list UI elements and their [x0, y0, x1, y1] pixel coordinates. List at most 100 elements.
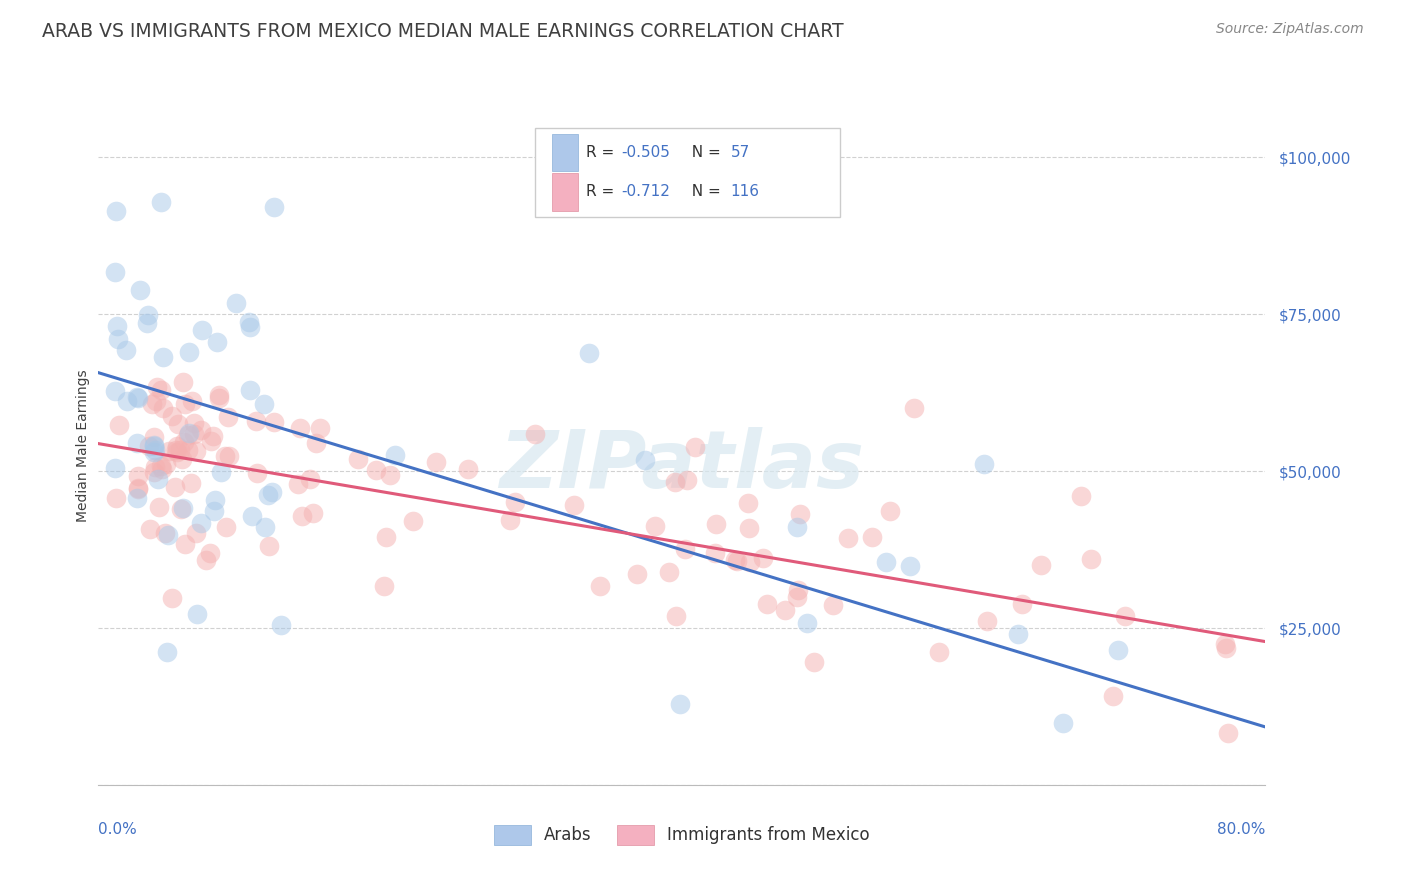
Point [152, 350, 174, 364]
Point [136, 308, 159, 322]
Point [127, 435, 149, 450]
Point [402, 515, 425, 529]
Point [803, 655, 825, 669]
Point [257, 539, 280, 553]
Point [246, 466, 269, 480]
Point [208, 388, 231, 402]
Point [786, 520, 808, 534]
Point [245, 414, 267, 428]
Text: 80.0%: 80.0% [1218, 822, 1265, 838]
Point [738, 555, 761, 569]
Point [928, 645, 950, 659]
Point [141, 397, 163, 411]
Point [676, 473, 699, 487]
Point [384, 448, 406, 462]
Point [190, 423, 212, 437]
Point [169, 443, 191, 458]
Point [138, 523, 160, 537]
Point [211, 465, 233, 479]
Point [125, 390, 148, 404]
Point [1011, 597, 1033, 611]
Point [166, 417, 188, 431]
Point [589, 579, 612, 593]
Point [238, 315, 260, 329]
Point [148, 500, 170, 515]
Point [165, 442, 187, 457]
Point [166, 445, 188, 459]
Point [664, 475, 686, 489]
Point [172, 452, 194, 467]
Point [204, 504, 226, 518]
Point [183, 427, 205, 442]
Point [523, 427, 546, 442]
Point [156, 527, 179, 541]
Text: -0.712: -0.712 [621, 185, 671, 200]
Point [115, 343, 138, 357]
Point [240, 509, 263, 524]
Point [578, 346, 600, 360]
Point [104, 384, 127, 398]
Point [104, 460, 127, 475]
Text: 57: 57 [731, 145, 749, 161]
Point [135, 316, 157, 330]
Point [150, 459, 173, 474]
Text: N =: N = [682, 185, 725, 200]
Point [172, 375, 194, 389]
Point [860, 530, 883, 544]
Point [149, 384, 172, 398]
Point [146, 379, 169, 393]
Point [127, 491, 149, 505]
Point [257, 488, 280, 502]
Point [737, 496, 759, 510]
Point [204, 492, 226, 507]
Point [217, 410, 239, 425]
Point [704, 517, 727, 532]
Point [127, 483, 149, 497]
Point [200, 434, 222, 448]
Point [177, 442, 200, 457]
Point [172, 500, 194, 515]
Point [288, 421, 311, 435]
Point [180, 394, 202, 409]
Point [789, 507, 811, 521]
Point [634, 453, 657, 467]
Point [685, 440, 707, 454]
Point [837, 531, 859, 545]
Point [291, 508, 314, 523]
Point [143, 445, 166, 459]
Point [173, 536, 195, 550]
Point [253, 396, 276, 410]
Text: 116: 116 [731, 185, 759, 200]
Point [142, 430, 165, 444]
Point [644, 519, 666, 533]
Point [626, 566, 648, 581]
Point [347, 452, 370, 467]
Point [127, 469, 149, 483]
Point [143, 460, 166, 475]
Point [105, 319, 128, 334]
Point [208, 391, 231, 405]
Point [898, 559, 921, 574]
Point [104, 265, 127, 279]
Point [973, 458, 995, 472]
Point [177, 345, 200, 359]
Point [1215, 640, 1237, 655]
Point [1052, 716, 1074, 731]
Point [1070, 489, 1092, 503]
Point [725, 553, 748, 567]
Point [879, 504, 901, 518]
Point [104, 491, 127, 505]
Point [239, 383, 262, 397]
Point [309, 420, 332, 434]
Point [752, 551, 775, 566]
Point [159, 444, 181, 458]
Point [796, 615, 818, 630]
Point [156, 645, 179, 659]
Point [787, 583, 810, 598]
Point [143, 438, 166, 452]
Point [366, 462, 388, 476]
Point [108, 417, 131, 432]
Text: N =: N = [682, 145, 725, 161]
Point [169, 502, 191, 516]
Point [190, 516, 212, 531]
